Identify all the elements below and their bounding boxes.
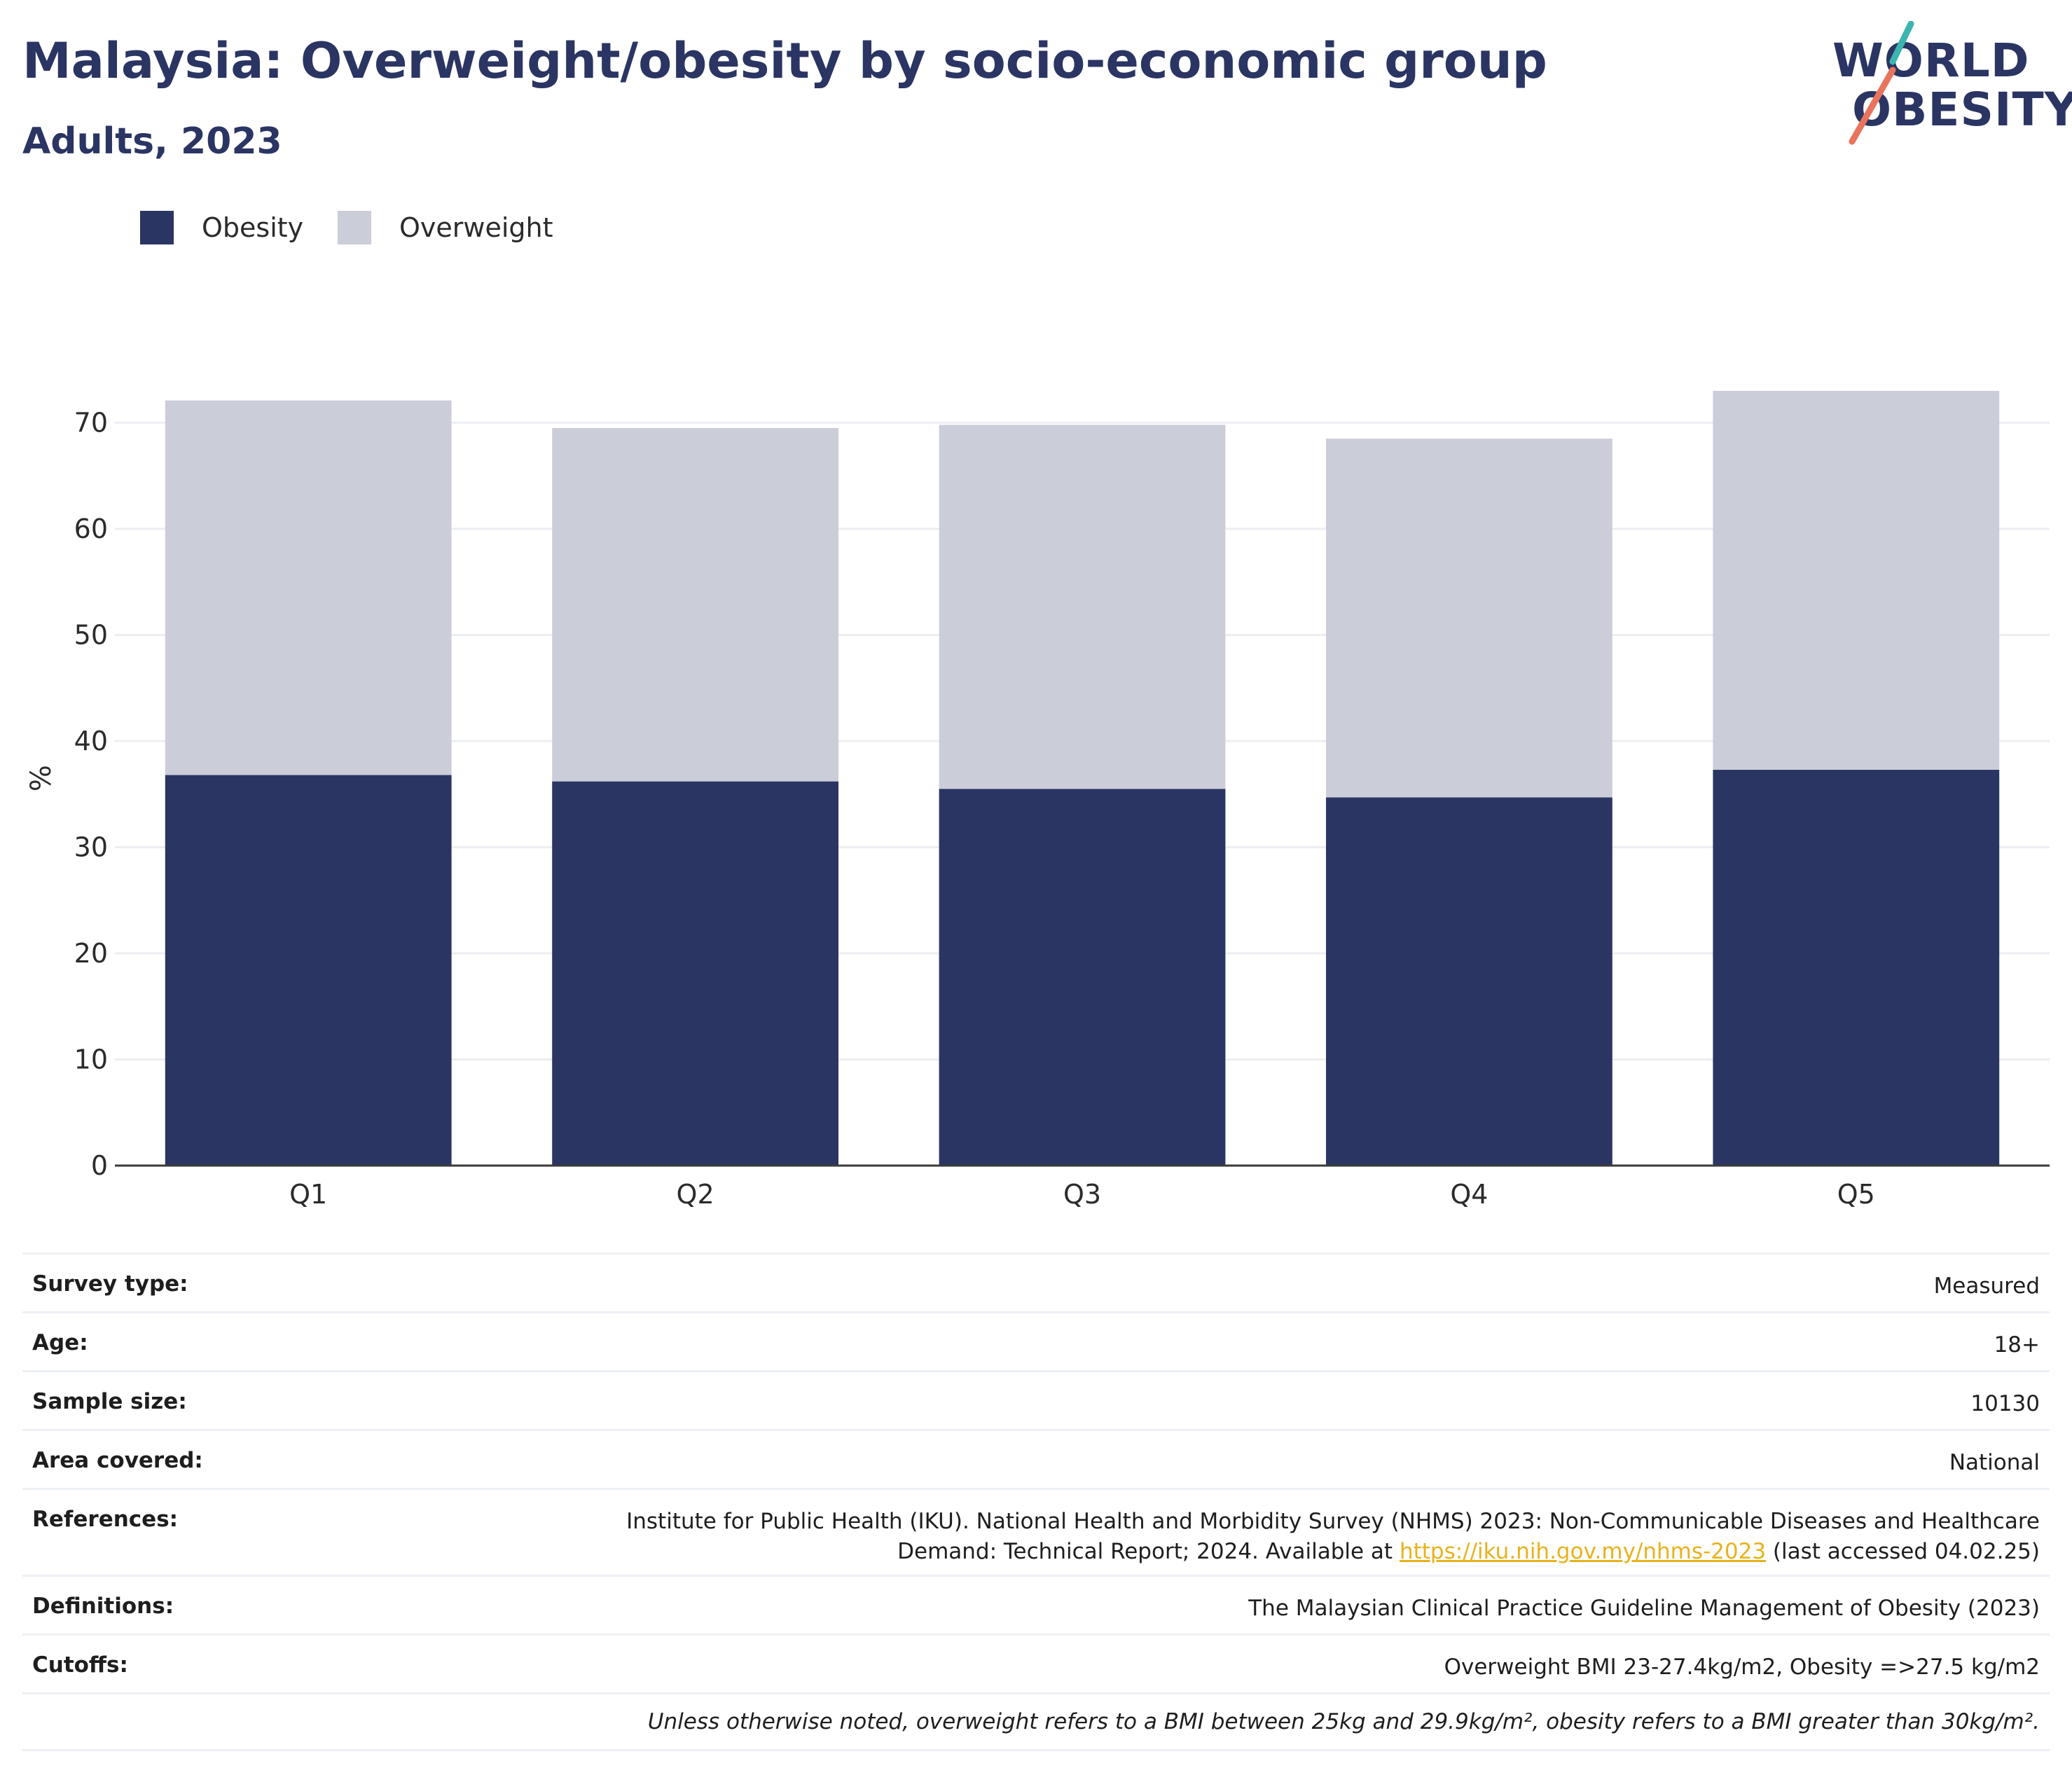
reference-line-2-pre: Demand: Technical Report; 2024. Availabl… [897, 1539, 1400, 1564]
meta-key: Sample size: [32, 1389, 187, 1414]
meta-key: References: [32, 1507, 179, 1532]
meta-row-cutoffs: Cutoffs: Overweight BMI 23-27.4kg/m2, Ob… [22, 1634, 2050, 1692]
reference-line-1: Institute for Public Health (IKU). Natio… [626, 1509, 2040, 1534]
stacked-bar-chart: 0 10 20 30 40 50 60 70 Q1 Q2 Q3 Q4 Q5% [25, 391, 2050, 1210]
legend-label-overweight: Overweight [399, 212, 553, 243]
bar-obesity-q2[interactable] [552, 781, 838, 1166]
bar-overweight-q5[interactable] [1713, 391, 2000, 770]
x-tick-label: Q3 [1063, 1179, 1101, 1210]
reference-link[interactable]: https://iku.nih.gov.my/nhms-2023 [1399, 1539, 1767, 1564]
meta-value: 10130 [1970, 1391, 2040, 1416]
reference-line-2-post: (last accessed 04.02.25) [1766, 1539, 2040, 1564]
meta-row-survey-type: Survey type: Measured [22, 1252, 2050, 1311]
meta-key: Area covered: [32, 1448, 203, 1473]
x-tick-label: Q1 [289, 1179, 327, 1210]
y-tick-label: 10 [74, 1044, 108, 1075]
meta-key: Definitions: [32, 1594, 174, 1619]
bar-overweight-q4[interactable] [1326, 438, 1612, 798]
chart-title: Malaysia: Overweight/obesity by socio-ec… [22, 32, 1547, 90]
bar-overweight-q1[interactable] [165, 400, 452, 775]
y-tick-label: 20 [74, 938, 108, 969]
chart-subtitle: Adults, 2023 [22, 120, 282, 163]
world-obesity-logo[interactable]: WORLD OBESITY [1828, 21, 2072, 147]
meta-key: Age: [32, 1330, 88, 1355]
axis-layer: 0 10 20 30 40 50 60 70 Q1 Q2 Q3 Q4 Q5% [25, 408, 2050, 1210]
legend-label-obesity: Obesity [202, 212, 304, 243]
meta-row-area-covered: Area covered: National [22, 1429, 2050, 1488]
metadata-table: Survey type: Measured Age: 18+ Sample si… [22, 1252, 2050, 1751]
y-tick-label: 60 [74, 513, 108, 544]
bar-obesity-q5[interactable] [1713, 769, 2000, 1166]
y-tick-label: 0 [91, 1150, 108, 1181]
meta-row-sample-size: Sample size: 10130 [22, 1370, 2050, 1429]
legend-swatch-obesity [140, 211, 174, 244]
logo-slash-icon [1849, 21, 1914, 145]
legend-item-obesity[interactable]: Obesity [140, 207, 303, 249]
meta-value: Overweight BMI 23-27.4kg/m2, Obesity =>2… [1444, 1655, 2040, 1680]
meta-value: Measured [1933, 1273, 2040, 1299]
y-tick-label: 50 [74, 620, 108, 651]
meta-key: Survey type: [32, 1271, 188, 1297]
meta-value: Institute for Public Health (IKU). Natio… [626, 1490, 2040, 1567]
bar-layer [165, 391, 2000, 1166]
x-tick-label: Q4 [1450, 1179, 1488, 1210]
y-axis-label: % [25, 765, 57, 792]
definition-note: Unless otherwise noted, overweight refer… [22, 1692, 2050, 1751]
y-tick-label: 30 [74, 832, 108, 863]
logo-line-world: WORLD [1832, 34, 2030, 88]
meta-value: The Malaysian Clinical Practice Guidelin… [1248, 1596, 2040, 1621]
x-tick-label: Q5 [1837, 1179, 1875, 1210]
logo-line-obesity: OBESITY [1852, 83, 2072, 137]
x-tick-label: Q2 [677, 1179, 714, 1210]
bar-obesity-q4[interactable] [1326, 797, 1612, 1166]
legend-swatch-overweight [338, 211, 371, 244]
meta-key: Cutoffs: [32, 1652, 128, 1678]
bar-overweight-q2[interactable] [552, 428, 838, 782]
meta-row-age: Age: 18+ [22, 1311, 2050, 1370]
y-tick-label: 70 [74, 408, 108, 438]
y-tick-label: 40 [74, 726, 108, 757]
meta-value: 18+ [1994, 1332, 2040, 1358]
bar-obesity-q3[interactable] [939, 789, 1226, 1166]
bar-obesity-q1[interactable] [165, 775, 452, 1166]
bar-overweight-q3[interactable] [939, 424, 1226, 789]
meta-row-definitions: Definitions: The Malaysian Clinical Prac… [22, 1575, 2050, 1634]
meta-row-references: References: Institute for Public Health … [22, 1488, 2050, 1575]
legend-item-overweight[interactable]: Overweight [338, 207, 553, 249]
meta-value: National [1949, 1450, 2040, 1475]
